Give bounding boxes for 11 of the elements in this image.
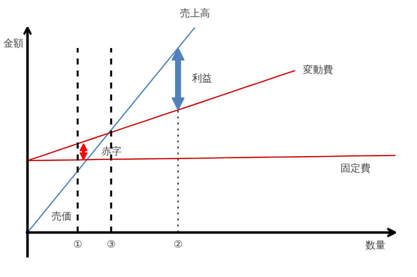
x-tick-label: ② — [174, 240, 183, 250]
annotation: 赤字 — [102, 145, 122, 158]
series-label: 固定費 — [340, 162, 370, 174]
y-axis-title: 金額 — [4, 37, 24, 50]
x-tick-label: ③ — [106, 240, 116, 250]
series-label: 変動費 — [303, 64, 334, 76]
x-axis-title: 数量 — [366, 240, 386, 252]
annotation: 利益 — [192, 72, 212, 84]
annotation: 売価 — [52, 210, 72, 222]
series-label: 売上高 — [180, 8, 210, 20]
x-tick-label: ① — [73, 240, 82, 250]
